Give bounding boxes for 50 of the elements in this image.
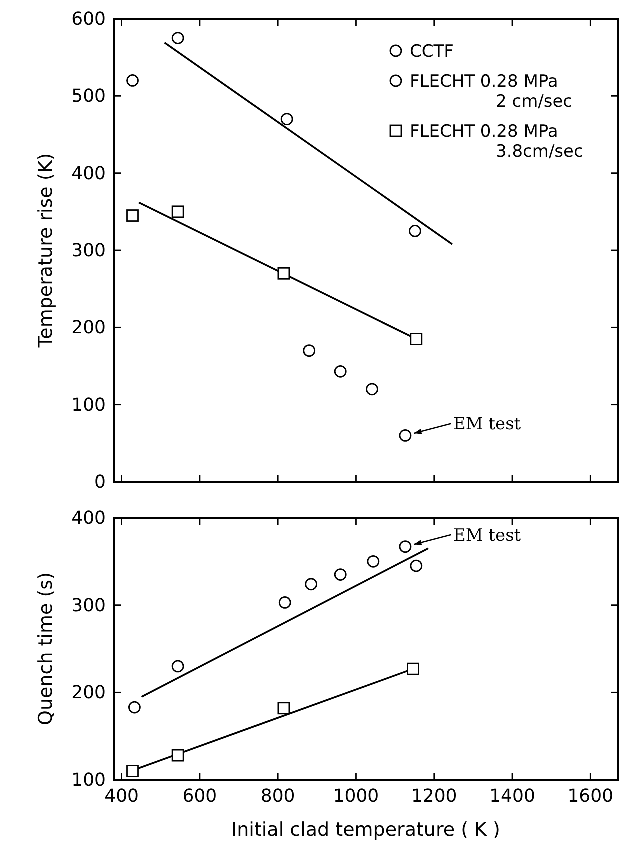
point	[367, 555, 380, 568]
point	[126, 765, 139, 778]
legend-label: FLECHT 0.28 MPa 3.8cm/sec	[410, 122, 584, 162]
y-tick-label: 400	[72, 508, 106, 529]
y-tick-label: 300	[72, 240, 106, 262]
point	[366, 383, 378, 396]
point	[278, 267, 290, 280]
x-tick-label: 800	[260, 786, 296, 807]
legend-label: CCTF	[410, 42, 454, 62]
x-tick-label: 600	[182, 786, 218, 807]
y-tick-label: 200	[72, 318, 106, 339]
point	[128, 701, 141, 714]
y-axis-title: Temperature rise (K)	[35, 153, 57, 349]
point	[409, 225, 422, 238]
point	[280, 113, 294, 126]
y-tick-label: 0	[94, 472, 106, 493]
point	[172, 32, 184, 44]
annotation: EM test	[453, 526, 522, 546]
y-tick-label: 500	[72, 86, 106, 108]
annotation: EM test	[453, 414, 522, 435]
point	[410, 560, 423, 572]
point	[410, 333, 423, 346]
x-axis-title: Initial clad temperature ( K )	[232, 819, 500, 841]
point	[305, 578, 318, 591]
point	[407, 662, 420, 676]
point	[334, 365, 347, 378]
point	[172, 660, 184, 673]
point	[399, 540, 412, 554]
y-tick-label: 600	[72, 9, 106, 30]
y-tick-label: 300	[72, 595, 106, 616]
x-tick-label: 1000	[333, 786, 380, 807]
point	[126, 210, 139, 222]
point	[278, 596, 292, 609]
point	[399, 430, 412, 442]
legend-label: FLECHT 0.28 MPa 2 cm/sec	[410, 72, 573, 112]
y-axis-title: Quench time (s)	[35, 572, 57, 726]
x-tick-label: 400	[104, 786, 139, 807]
point	[303, 344, 316, 358]
y-tick-label: 200	[72, 682, 106, 704]
point	[126, 74, 139, 87]
point	[172, 206, 184, 218]
point	[334, 568, 347, 581]
y-tick-label: 100	[72, 394, 106, 416]
point	[278, 702, 290, 715]
y-tick-label: 400	[72, 163, 106, 184]
point	[172, 749, 184, 762]
x-tick-label: 1400	[490, 786, 536, 807]
y-tick-label: 100	[72, 770, 106, 791]
x-tick-label: 1600	[568, 786, 614, 807]
x-tick-label: 1200	[411, 786, 458, 807]
